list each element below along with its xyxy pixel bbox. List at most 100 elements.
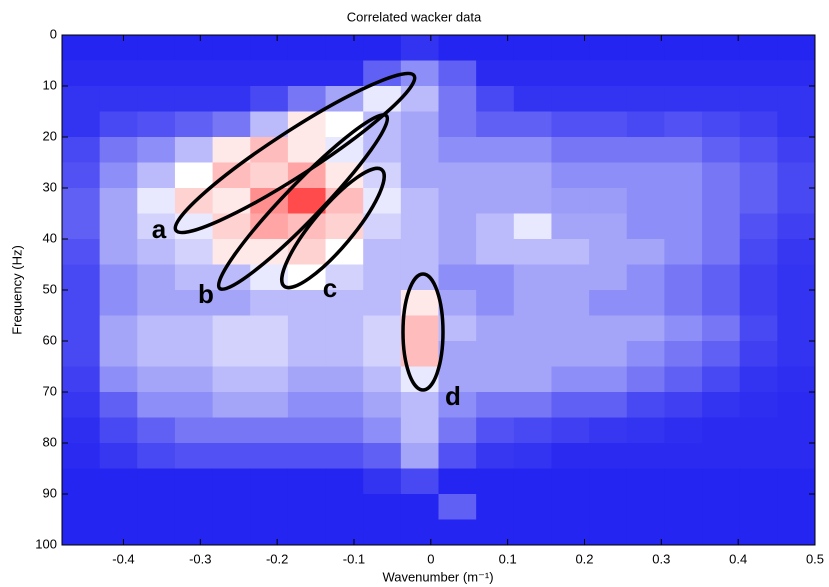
heatmap-cell xyxy=(62,519,101,546)
heatmap-cell xyxy=(702,111,741,138)
heatmap-cell xyxy=(212,468,251,495)
heatmap-cell xyxy=(438,35,477,61)
heatmap-cell xyxy=(551,137,590,163)
heatmap-cell xyxy=(99,443,138,469)
heatmap-cell xyxy=(137,341,176,367)
heatmap-cell xyxy=(739,162,778,189)
heatmap-cell xyxy=(363,468,402,495)
heatmap-cell xyxy=(212,392,251,418)
heatmap-cell xyxy=(513,188,552,214)
heatmap-cell xyxy=(62,392,101,418)
heatmap-cell xyxy=(626,86,665,112)
heatmap-cell xyxy=(702,366,741,393)
heatmap-cell xyxy=(400,392,439,418)
heatmap-cell xyxy=(777,188,816,214)
heatmap-cell xyxy=(62,417,101,444)
heatmap-cell xyxy=(513,264,552,291)
heatmap-cell xyxy=(287,519,327,546)
heatmap-cell xyxy=(287,111,327,138)
heatmap-cell xyxy=(702,315,741,342)
heatmap-cell xyxy=(513,239,552,265)
heatmap-cell xyxy=(325,417,364,444)
heatmap-cell xyxy=(513,86,552,112)
heatmap-cell xyxy=(62,315,101,342)
heatmap-cell xyxy=(174,264,214,291)
heatmap-cell xyxy=(325,264,364,291)
heatmap-cell xyxy=(664,111,703,138)
heatmap-cell xyxy=(174,417,214,444)
heatmap-cell xyxy=(513,60,552,87)
heatmap-cell xyxy=(62,137,101,163)
heatmap-cell xyxy=(513,443,552,469)
heatmap-cell xyxy=(589,392,628,418)
heatmap-cell xyxy=(739,519,778,546)
heatmap-cell xyxy=(626,239,665,265)
heatmap-cell xyxy=(174,519,214,546)
heatmap-cell xyxy=(664,392,703,418)
heatmap-cell xyxy=(325,392,364,418)
heatmap-cell xyxy=(513,341,552,367)
heatmap-cell xyxy=(400,239,439,265)
heatmap-cell xyxy=(62,290,101,316)
y-axis-label: Frequency (Hz) xyxy=(9,245,24,335)
heatmap-cell xyxy=(137,35,176,61)
y-tick-label: 70 xyxy=(43,383,57,398)
heatmap-cell xyxy=(174,290,214,316)
annotation-shapes xyxy=(173,71,445,392)
heatmap-cell xyxy=(476,341,515,367)
heatmap-cell xyxy=(400,213,439,240)
heatmap-cell xyxy=(363,264,402,291)
heatmap-cell xyxy=(174,137,214,163)
heatmap-cell xyxy=(250,494,289,520)
heatmap-cell xyxy=(400,137,439,163)
heatmap-cell xyxy=(99,290,138,316)
heatmap-cell xyxy=(739,290,778,316)
heatmap-cell xyxy=(325,341,364,367)
heatmap-cell xyxy=(137,443,176,469)
x-tick-label: 0.2 xyxy=(575,551,593,566)
heatmap-cell xyxy=(476,366,515,393)
heatmap-cell xyxy=(664,188,703,214)
heatmap-cell xyxy=(777,366,816,393)
heatmap-cell xyxy=(137,264,176,291)
heatmap-cell xyxy=(62,366,101,393)
heatmap-cell xyxy=(287,494,327,520)
heatmap-cell xyxy=(702,290,741,316)
heatmap-cell xyxy=(363,443,402,469)
heatmap-cell xyxy=(476,162,515,189)
heatmap-cell xyxy=(664,315,703,342)
heatmap-cell xyxy=(137,366,176,393)
heatmap-cell xyxy=(626,366,665,393)
heatmap-cell xyxy=(702,519,741,546)
heatmap-cell xyxy=(99,468,138,495)
heatmap-cell xyxy=(702,137,741,163)
heatmap-cell xyxy=(513,468,552,495)
heatmap-cell xyxy=(99,239,138,265)
heatmap-cell xyxy=(438,315,477,342)
y-tick-label: 20 xyxy=(43,128,57,143)
heatmap-cell xyxy=(438,188,477,214)
heatmap-cell xyxy=(702,35,741,61)
heatmap-cell xyxy=(287,290,327,316)
heatmap-cell xyxy=(212,290,251,316)
heatmap-cell xyxy=(626,290,665,316)
heatmap-cell xyxy=(589,111,628,138)
heatmap-cell xyxy=(287,60,327,87)
heatmap-cell xyxy=(363,86,402,112)
heatmap-cell xyxy=(99,188,138,214)
heatmap-cell xyxy=(137,86,176,112)
heatmap-cell xyxy=(777,213,816,240)
heatmap-cell xyxy=(400,111,439,138)
heatmap-cell xyxy=(137,290,176,316)
heatmap-cell xyxy=(513,137,552,163)
heatmap-cell xyxy=(739,35,778,61)
heatmap-cell xyxy=(250,315,289,342)
x-tick-label: -0.4 xyxy=(112,551,134,566)
heatmap-cell xyxy=(777,35,816,61)
heatmap-cell xyxy=(62,443,101,469)
heatmap-cell xyxy=(325,290,364,316)
heatmap-cell xyxy=(250,468,289,495)
heatmap-cell xyxy=(250,366,289,393)
heatmap-cell xyxy=(777,494,816,520)
